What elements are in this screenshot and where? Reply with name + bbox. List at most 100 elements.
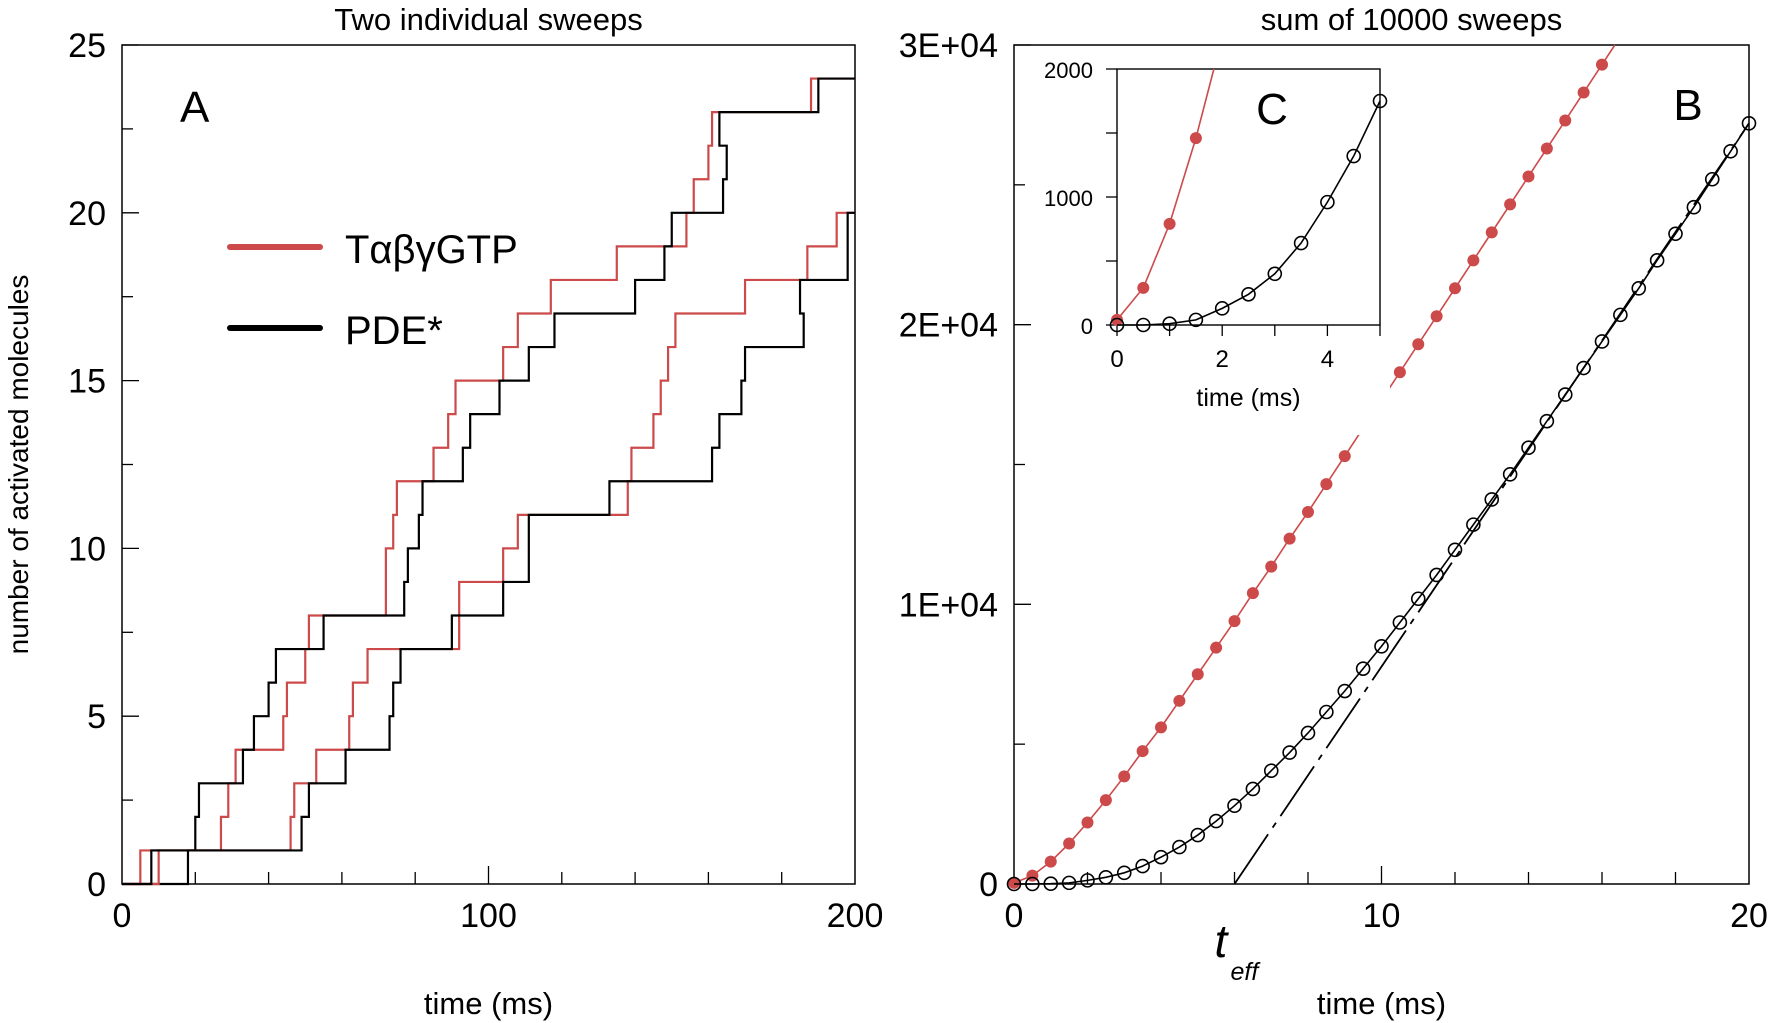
data-point-transducin [1577,86,1590,99]
x-tick-label-b: 20 [1730,897,1768,935]
data-point-pde [1741,116,1757,131]
x-tick-label-b: 0 [1005,897,1024,935]
data-point-transducin [1044,855,1057,868]
data-point-transducin [1283,532,1296,545]
data-point-transducin [1393,366,1406,379]
data-point-pde [1410,591,1426,607]
data-point-pde [1374,638,1389,654]
inset-background [1057,59,1390,435]
data-point-pde [1116,865,1132,881]
inset-data-point-pde [1372,93,1388,109]
data-point-transducin [1155,721,1167,734]
inset-data-point-pde [1320,194,1335,210]
x-tick-label-b: 10 [1363,897,1401,935]
y-tick-label-c: 1000 [1044,186,1093,211]
inset-data-point-pde [1162,316,1177,332]
data-point-pde [1557,387,1573,402]
y-tick-label-a: 20 [68,195,106,233]
data-point-transducin [1504,198,1517,211]
data-point-pde [1466,517,1481,532]
data-point-transducin [1320,478,1333,491]
x-tick-label-a: 100 [460,897,517,935]
data-point-pde [1135,858,1150,874]
series-line-transducin [1013,44,1616,884]
plot-frame-a [121,44,856,885]
data-point-pde [1704,171,1720,187]
data-point-pde [1319,704,1334,720]
annotation-t-eff: t [1215,915,1230,967]
data-point-transducin [1173,694,1186,707]
data-point-pde [1337,683,1353,699]
data-point-transducin [1136,745,1149,758]
data-point-transducin [1210,641,1223,654]
x-tick-label-a: 200 [827,897,884,935]
data-point-pde [1668,226,1683,242]
inset-data-point-pde [1109,317,1125,333]
data-point-pde [1392,615,1408,630]
data-point-transducin [1099,794,1112,807]
data-point-transducin [1522,170,1535,183]
step-series-pde-2 [122,211,855,886]
x-tick-label-a: 0 [113,897,132,935]
y-tick-label-b: 2E+04 [899,307,998,345]
inset-series-line-pde [1117,100,1381,326]
inset-data-point-pde [1267,266,1283,282]
x-axis-label-b: time (ms) [1317,986,1446,1021]
inset-data-point-pde [1293,235,1309,251]
inset-data-point-transducin [1163,217,1176,230]
y-tick-label-a: 15 [68,363,106,401]
inset-data-point-pde [1214,301,1230,316]
data-point-transducin [1467,254,1480,267]
data-point-pde [1502,466,1518,482]
y-tick-label-b: 0 [979,866,998,904]
data-point-pde [1576,360,1591,376]
data-point-transducin [1596,58,1608,71]
data-point-transducin [1412,338,1425,351]
data-point-pde [1227,798,1242,813]
data-point-pde [1153,849,1169,865]
data-point-pde [1098,869,1114,885]
y-tick-label-a: 5 [87,698,106,736]
data-point-pde [1245,781,1261,797]
data-point-pde [1594,334,1610,349]
panel-c-inset: C 0 1000 2000 0 2 4 time (ms) [1044,58,1390,435]
data-point-transducin [1246,587,1259,600]
data-point-pde [1539,413,1555,429]
data-point-pde [1649,253,1665,268]
y-axis-label-a: number of activated molecules [3,275,34,655]
data-point-transducin [1485,226,1498,239]
data-point-pde [1686,199,1702,215]
inset-data-point-transducin [1137,281,1150,294]
data-point-transducin [1063,837,1076,850]
step-series-transducin-2 [122,211,855,886]
data-point-pde [1521,440,1536,456]
data-point-pde [1429,567,1444,583]
y-tick-label-b: 1E+04 [899,586,998,624]
data-point-transducin [1559,114,1572,127]
x-axis-label-a: time (ms) [424,986,553,1021]
data-point-transducin [1191,668,1204,681]
data-point-transducin [1008,876,1020,889]
step-series-pde-1 [122,77,855,886]
data-point-pde [1172,839,1187,855]
data-point-pde [1631,281,1647,296]
data-point-pde [1282,745,1297,760]
panel-a: Two individual sweeps A 0 5 10 15 20 25 0 100 200 t… [3,2,883,1021]
data-point-pde [1208,813,1224,829]
y-tick-label-b: 3E+04 [899,27,998,65]
data-point-pde [1300,725,1316,741]
data-point-transducin [1430,310,1443,323]
data-point-transducin [1118,770,1131,783]
data-point-pde [1025,876,1040,892]
inset-data-point-pde [1188,312,1204,328]
data-point-pde [1723,143,1738,159]
data-point-transducin [1338,450,1351,463]
y-tick-label-a: 10 [68,530,106,568]
data-point-transducin [1302,506,1314,519]
data-point-pde [1484,492,1500,507]
x-tick-label-c: 0 [1110,346,1123,373]
chart-title-b: sum of 10000 sweeps [1261,2,1563,37]
inset-data-point-pde [1346,148,1361,164]
data-point-pde [1190,827,1206,843]
